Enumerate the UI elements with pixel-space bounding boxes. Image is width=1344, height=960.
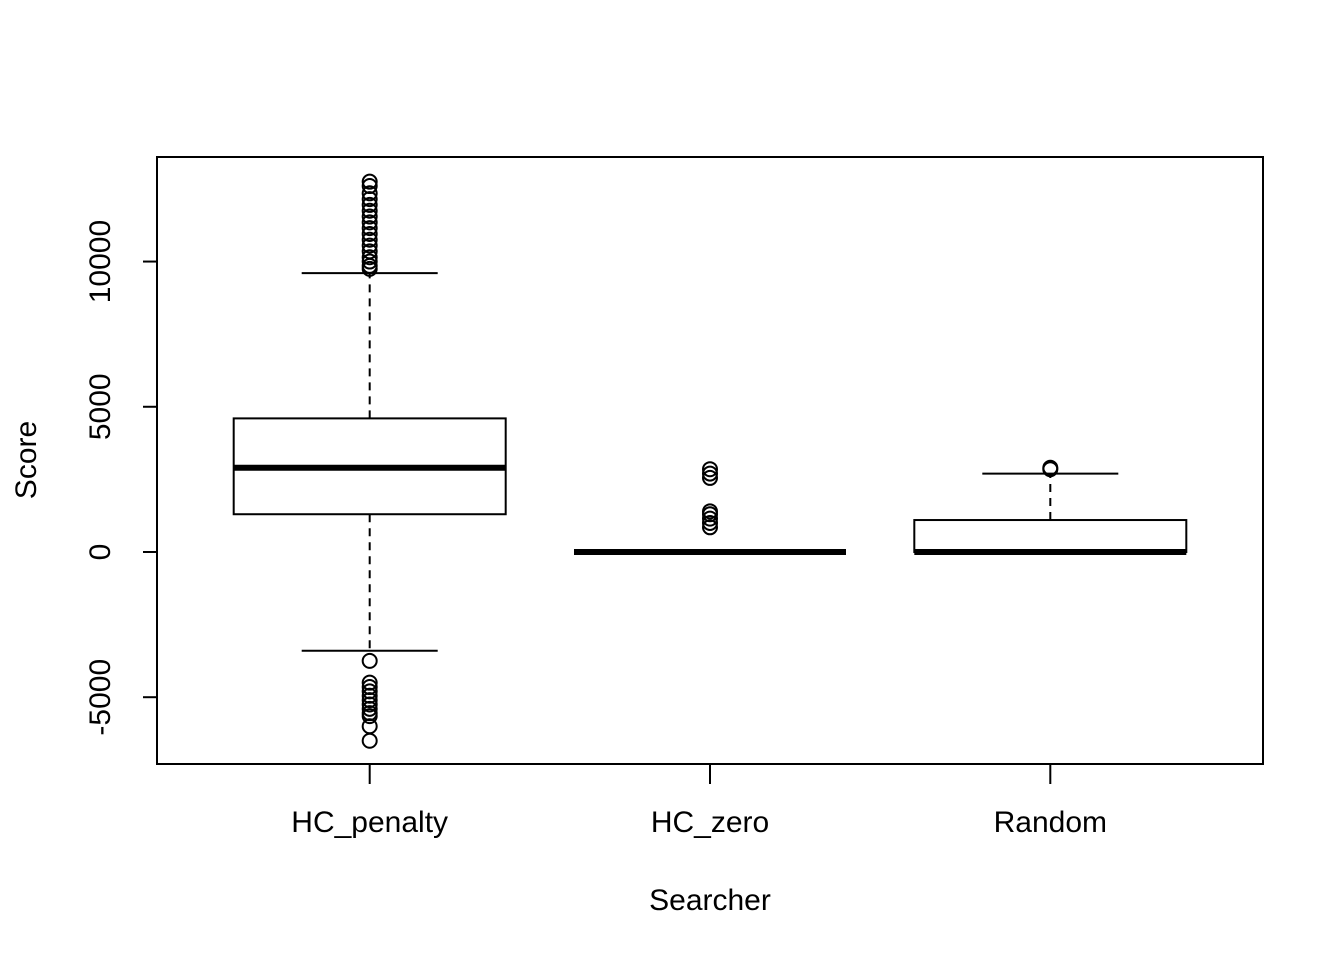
- outlier-point: [361, 253, 378, 270]
- outlier-point: [1042, 459, 1059, 476]
- outlier-point: [361, 696, 378, 713]
- outlier-point: [361, 208, 378, 225]
- box-group-hc-zero: [574, 461, 846, 555]
- outlier-point: [702, 469, 718, 486]
- y-tick-label: 5000: [84, 373, 117, 440]
- outlier-point: [361, 718, 378, 735]
- y-tick-label: -5000: [84, 659, 117, 736]
- outlier-point: [361, 652, 378, 669]
- x-tick-label: Random: [994, 806, 1107, 839]
- outlier-point: [702, 465, 718, 482]
- y-axis: -5000 0 5000 10000: [84, 220, 158, 736]
- outlier-point: [361, 237, 378, 254]
- outlier-point: [361, 178, 378, 195]
- outlier-point: [361, 732, 378, 749]
- x-tick-label: HC_zero: [651, 806, 769, 839]
- x-axis: HC_penalty HC_zero Random: [291, 764, 1107, 839]
- box-group-random: [913, 459, 1188, 555]
- outlier-point: [361, 231, 378, 248]
- outlier-point: [361, 173, 378, 190]
- outlier-point: [361, 202, 378, 219]
- x-tick-label: HC_penalty: [291, 806, 448, 839]
- outlier-point: [702, 510, 718, 527]
- outlier-point: [361, 708, 378, 725]
- plot-area: [232, 173, 1188, 749]
- outlier-point: [702, 503, 718, 520]
- y-axis-label: Score: [10, 421, 43, 499]
- outlier-point: [702, 461, 718, 478]
- outlier-point: [361, 196, 378, 213]
- outlier-point: [361, 185, 378, 202]
- outlier-point: [702, 514, 718, 531]
- outlier-point: [361, 214, 378, 231]
- outlier-point: [361, 249, 378, 266]
- outlier-point: [361, 243, 378, 260]
- box-group-hc-penalty: [232, 173, 507, 749]
- y-tick-label: 0: [84, 544, 117, 561]
- x-axis-label: Searcher: [649, 884, 771, 917]
- y-tick-label: 10000: [84, 220, 117, 303]
- outlier-point: [361, 700, 378, 717]
- box-iqr: [913, 519, 1188, 553]
- outlier-point: [361, 225, 378, 242]
- outlier-point: [361, 220, 378, 237]
